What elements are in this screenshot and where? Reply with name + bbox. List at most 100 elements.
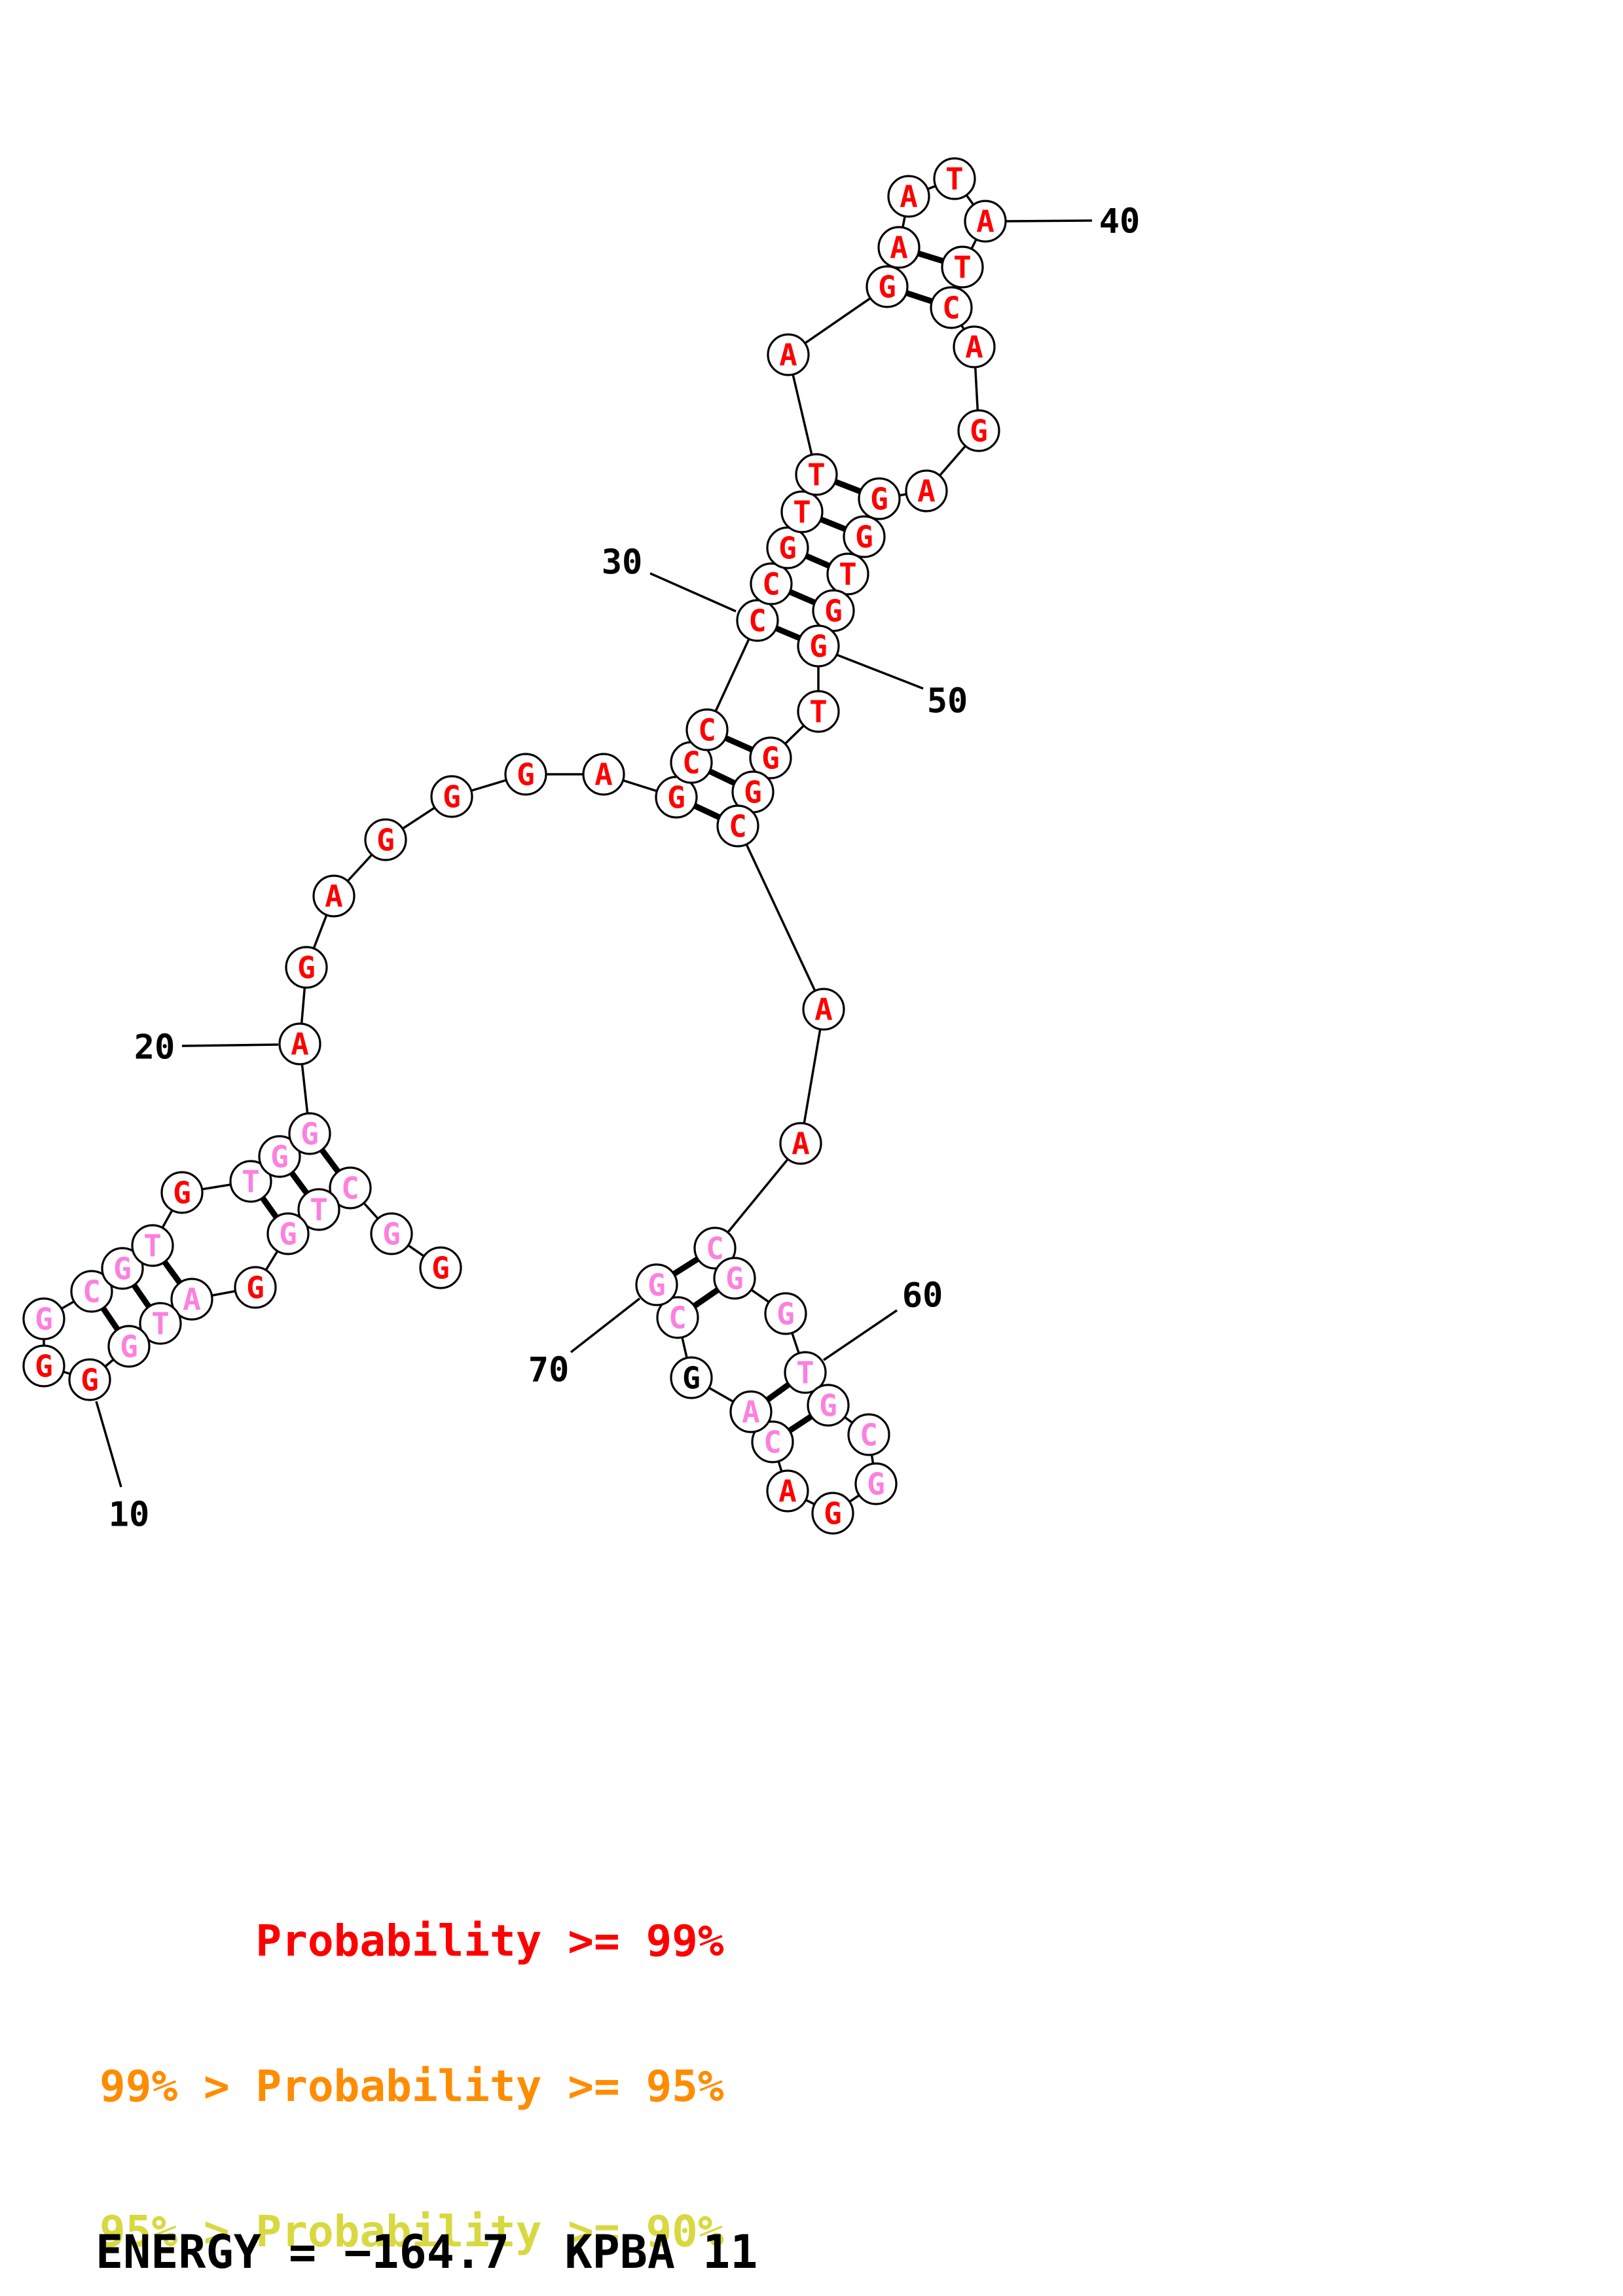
nucleotide-base-5-G: G xyxy=(279,1217,297,1252)
nucleotide-base-3-C: C xyxy=(341,1171,359,1206)
nucleotide-circle-41 xyxy=(941,245,984,289)
nucleotide-circle-1 xyxy=(419,1246,462,1289)
nucleotide-circle-21 xyxy=(285,946,328,989)
nucleotide-circle-39 xyxy=(933,157,976,200)
nucleotide-base-65-A: A xyxy=(778,1474,797,1509)
nucleotide-base-1-G: G xyxy=(431,1251,450,1286)
nucleotide-circle-67 xyxy=(729,1390,773,1433)
nucleotide-circle-12 xyxy=(22,1297,65,1340)
nucleotide-base-14-G: G xyxy=(113,1251,132,1287)
backbone-link-54-55 xyxy=(737,825,825,1010)
nucleotide-base-59-G: G xyxy=(776,1297,795,1332)
nucleotide-base-26-A: A xyxy=(594,757,613,793)
position-label-50: 50 xyxy=(927,682,968,721)
position-pointer-50 xyxy=(835,653,924,690)
position-pointer-70 xyxy=(570,1297,641,1354)
nucleotide-base-31-C: C xyxy=(762,567,780,602)
nucleotide-base-4-T: T xyxy=(310,1193,328,1228)
nucleotide-circle-7 xyxy=(170,1278,213,1321)
nucleotide-base-16-G: G xyxy=(173,1175,191,1211)
nucleotide-base-6-G: G xyxy=(246,1270,264,1306)
position-label-10: 10 xyxy=(109,1496,150,1535)
position-label-20: 20 xyxy=(134,1028,175,1067)
nucleotide-base-70-G: G xyxy=(647,1268,666,1303)
nucleotide-base-34-T: T xyxy=(807,457,826,493)
nucleotide-base-57-C: C xyxy=(706,1231,724,1266)
nucleotide-circle-11 xyxy=(22,1344,65,1388)
nucleotide-circle-37 xyxy=(877,226,921,269)
nucleotide-base-67-A: A xyxy=(742,1395,760,1430)
nucleotide-base-45-A: A xyxy=(917,474,936,509)
nucleotide-circle-6 xyxy=(234,1266,277,1309)
nucleotide-circle-60 xyxy=(784,1351,827,1394)
nucleotide-base-8-T: T xyxy=(151,1306,170,1342)
nucleotide-circle-40 xyxy=(964,200,1007,243)
nucleotide-base-55-A: A xyxy=(814,992,833,1028)
nucleotide-circle-64 xyxy=(811,1492,854,1535)
nucleotide-base-62-C: C xyxy=(860,1418,878,1453)
nucleotide-circle-19 xyxy=(288,1112,331,1155)
nucleotide-base-68-G: G xyxy=(682,1361,701,1396)
nucleotide-circle-38 xyxy=(887,175,930,218)
nucleotide-circle-42 xyxy=(930,286,973,329)
nucleotide-base-41-T: T xyxy=(953,250,972,285)
nucleotide-base-17-T: T xyxy=(242,1164,260,1200)
nucleotide-base-18-G: G xyxy=(270,1139,289,1175)
nucleotide-circle-16 xyxy=(160,1171,204,1214)
nucleotide-circle-33 xyxy=(780,490,824,533)
nucleotide-circle-24 xyxy=(430,775,473,818)
nucleotide-circle-55 xyxy=(802,988,845,1031)
nucleotide-circle-34 xyxy=(795,453,838,496)
nucleotide-circle-15 xyxy=(131,1224,174,1267)
nucleotide-circle-14 xyxy=(101,1247,144,1290)
nucleotide-circle-26 xyxy=(582,753,625,796)
nucleotide-base-2-G: G xyxy=(382,1217,401,1252)
nucleotide-base-40-A: A xyxy=(976,204,994,240)
nucleotide-base-51-T: T xyxy=(809,694,828,730)
nucleotide-base-19-G: G xyxy=(301,1117,319,1152)
nucleotide-circle-2 xyxy=(370,1212,413,1255)
nucleotide-circle-69 xyxy=(656,1296,699,1339)
nucleotide-circle-9 xyxy=(107,1325,151,1368)
nucleotide-circle-56 xyxy=(779,1122,822,1165)
nucleotide-circle-46 xyxy=(858,477,901,520)
nucleotide-base-49-G: G xyxy=(824,594,843,629)
nucleotide-base-56-A: A xyxy=(792,1126,810,1162)
nucleotide-circle-48 xyxy=(826,552,869,596)
nucleotide-circle-31 xyxy=(750,562,793,605)
probability-legend: Probability >= 99% 99% > Probability >= … xyxy=(100,1820,724,2296)
nucleotide-circle-52 xyxy=(749,736,792,780)
nucleotide-base-38-A: A xyxy=(900,179,918,215)
nucleotide-base-37-A: A xyxy=(890,230,908,266)
nucleotide-base-43-A: A xyxy=(965,330,983,365)
position-label-60: 60 xyxy=(902,1276,943,1316)
nucleotide-base-58-G: G xyxy=(725,1261,744,1297)
nucleotide-circle-59 xyxy=(764,1292,807,1335)
nucleotide-circle-45 xyxy=(905,469,948,512)
nucleotide-base-21-G: G xyxy=(297,950,316,986)
nucleotide-base-23-G: G xyxy=(376,823,395,858)
position-label-70: 70 xyxy=(528,1351,570,1390)
backbone-link-56-57 xyxy=(714,1142,802,1249)
nucleotide-base-33-T: T xyxy=(793,495,811,530)
legend-line-90: 95% > Probability >= 90% xyxy=(100,2206,724,2257)
nucleotide-circle-23 xyxy=(364,818,407,861)
nucleotide-base-50-G: G xyxy=(809,629,828,664)
position-pointer-20 xyxy=(181,1043,279,1047)
nucleotide-base-20-A: A xyxy=(291,1027,309,1062)
nucleotide-base-30-C: C xyxy=(748,603,767,639)
nucleotide-base-35-A: A xyxy=(779,338,797,373)
nucleotide-circle-30 xyxy=(736,599,779,642)
legend-line-95: 99% > Probability >= 95% xyxy=(100,2061,724,2111)
nucleotide-circle-62 xyxy=(847,1413,890,1456)
nucleotide-base-63-G: G xyxy=(867,1467,885,1502)
legend-line-99: Probability >= 99% xyxy=(100,1916,724,1966)
nucleotide-base-61-G: G xyxy=(819,1388,837,1424)
position-pointer-10 xyxy=(95,1401,122,1488)
nucleotide-base-47-G: G xyxy=(855,520,873,555)
nucleotide-circle-54 xyxy=(716,804,759,848)
nucleotide-base-48-T: T xyxy=(839,557,857,592)
nucleotide-circle-50 xyxy=(797,624,840,668)
nucleotide-base-15-T: T xyxy=(143,1229,162,1264)
